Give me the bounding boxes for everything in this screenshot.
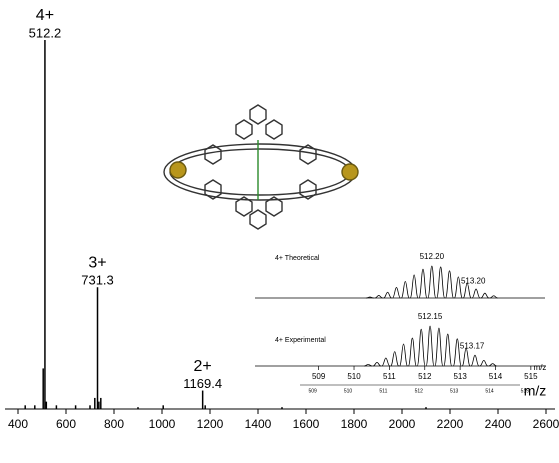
isotope-peak xyxy=(481,293,489,298)
peak-label: 512.2 xyxy=(29,25,62,40)
x-tick-label: 600 xyxy=(56,417,76,431)
isotope-peak xyxy=(401,281,409,298)
isotope-peak xyxy=(428,266,436,298)
charge-label: 3+ xyxy=(88,254,106,271)
peak-label: 512.15 xyxy=(418,312,443,321)
series-name: 4+ Experimental xyxy=(275,337,326,344)
charge-label: 2+ xyxy=(194,358,212,375)
x-tick-label-minor: 509 xyxy=(308,388,317,394)
x-tick-label: 800 xyxy=(104,417,124,431)
isotope-peak xyxy=(392,287,400,298)
isotope-peak xyxy=(471,355,479,366)
isotope-peak xyxy=(382,358,390,366)
x-tick-label: 514 xyxy=(489,372,503,381)
x-tick-label: 1800 xyxy=(341,417,368,431)
x-tick-label: 1600 xyxy=(293,417,320,431)
x-tick-label-minor: 511 xyxy=(379,388,387,394)
series-name: 4+ Theoretical xyxy=(275,255,320,262)
peak-label: 731.3 xyxy=(81,273,114,288)
isotope-peak xyxy=(384,292,392,298)
x-tick-label-minor: 514 xyxy=(485,388,494,394)
isotope-peak xyxy=(444,334,452,366)
x-tick-label: 2600 xyxy=(533,417,559,431)
x-tick-label: 512 xyxy=(418,372,432,381)
chart: 400 600 800 1000 1200 1400 1600 1800 2000 2200 240… xyxy=(0,0,559,458)
isotope-peak xyxy=(426,326,434,366)
isotope-peak xyxy=(435,328,443,366)
x-tick-label: 513 xyxy=(453,372,467,381)
isotope-peak xyxy=(410,275,418,298)
peak-label: 1169.4 xyxy=(183,376,222,391)
x-tick-label: 1000 xyxy=(149,417,176,431)
isotope-peak xyxy=(480,360,488,366)
x-axis-label: m/z xyxy=(534,363,547,372)
isotope-peak xyxy=(463,283,471,298)
isotope-peak xyxy=(419,269,427,298)
isotope-peak xyxy=(417,329,425,366)
x-tick-label: 509 xyxy=(312,372,326,381)
isotope-peak xyxy=(446,271,454,298)
x-tick-label-minor: 515 xyxy=(521,388,530,394)
x-tick-label-minor: 513 xyxy=(450,388,459,394)
isotope-peak xyxy=(462,348,470,366)
isotope-peak xyxy=(408,338,416,366)
x-tick-label: 400 xyxy=(8,417,28,431)
peak-label: 513.17 xyxy=(460,342,485,351)
isotope-peak xyxy=(437,267,445,298)
x-tick-label-minor: 512 xyxy=(415,388,424,394)
x-tick-label: 511 xyxy=(383,372,396,381)
x-tick-label-minor: 510 xyxy=(344,388,353,394)
x-tick-label: 510 xyxy=(347,372,361,381)
peak-label: 513.20 xyxy=(461,276,486,285)
x-tick-label: 1400 xyxy=(245,417,272,431)
molecule xyxy=(164,105,358,229)
x-tick-label: 515 xyxy=(524,372,538,381)
isotope-peak xyxy=(373,362,381,366)
x-tick-label: 2400 xyxy=(485,417,512,431)
isotope-peak xyxy=(400,344,408,366)
isotope-peak xyxy=(472,289,480,298)
peak-label: 512.20 xyxy=(420,252,445,261)
x-tick-label: 2000 xyxy=(389,417,416,431)
x-tick-label: 2200 xyxy=(437,417,464,431)
charge-label: 4+ xyxy=(36,7,54,24)
isotope-peak xyxy=(391,352,399,366)
x-tick-label: 1200 xyxy=(197,417,224,431)
